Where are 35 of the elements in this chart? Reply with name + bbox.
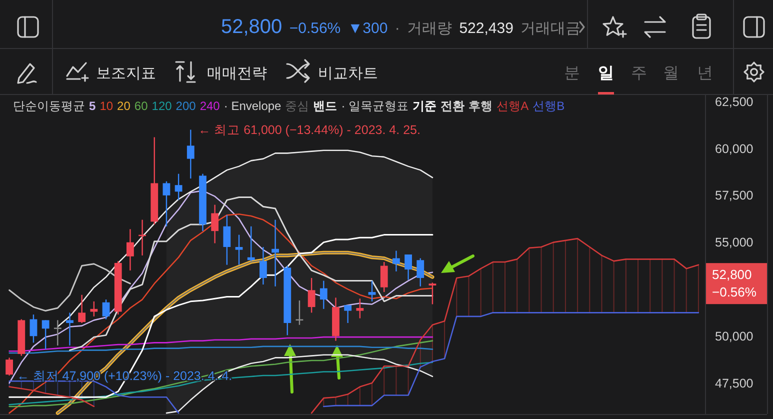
annotation: · Envelope (224, 99, 282, 113)
text: 주 (631, 65, 647, 82)
text: 10 (100, 99, 114, 113)
text: 밴드 (313, 99, 338, 113)
annotation: · 일목균형표 (341, 99, 409, 113)
y-tick-label: 62,500 (715, 94, 754, 109)
text: 일 (598, 65, 614, 82)
y-tick-label: 57,500 (715, 188, 754, 203)
text: 5 (89, 99, 96, 113)
text: 전환 (440, 99, 465, 113)
text: 중심 (285, 99, 310, 113)
text: 60 (134, 99, 148, 113)
text: 240 (200, 99, 220, 113)
text: 선행A (496, 99, 529, 113)
text: 매매전략 (207, 65, 267, 82)
annotation: ← 최고 61,000 (−13.44%) - 2023. 4. 25. (198, 123, 420, 138)
text: 52,800 (712, 267, 752, 282)
text: 20 (117, 99, 131, 113)
text: 기준 (412, 99, 437, 113)
text: 월 (663, 65, 679, 82)
text: 선행B (532, 99, 565, 113)
chart-subtitle: 52,800 −0.56% ▼300 · 거래량 522,439 거래대금 (221, 16, 581, 38)
text: 200 (176, 99, 196, 113)
text: 후행 (468, 99, 493, 113)
y-tick-label: 50,000 (715, 329, 754, 344)
text: 년 (697, 65, 713, 82)
text: 보조지표 (96, 65, 156, 82)
y-tick-label: 60,000 (715, 142, 754, 156)
y-tick-label: 47,500 (715, 376, 754, 390)
text: 분 (564, 65, 580, 82)
text: 비교차트 (318, 65, 378, 82)
text: 120 (152, 99, 172, 113)
annotation: 단순이동평균 (13, 99, 85, 113)
y-tick-label: 55,000 (715, 236, 754, 250)
text: −0.56% (712, 284, 757, 300)
